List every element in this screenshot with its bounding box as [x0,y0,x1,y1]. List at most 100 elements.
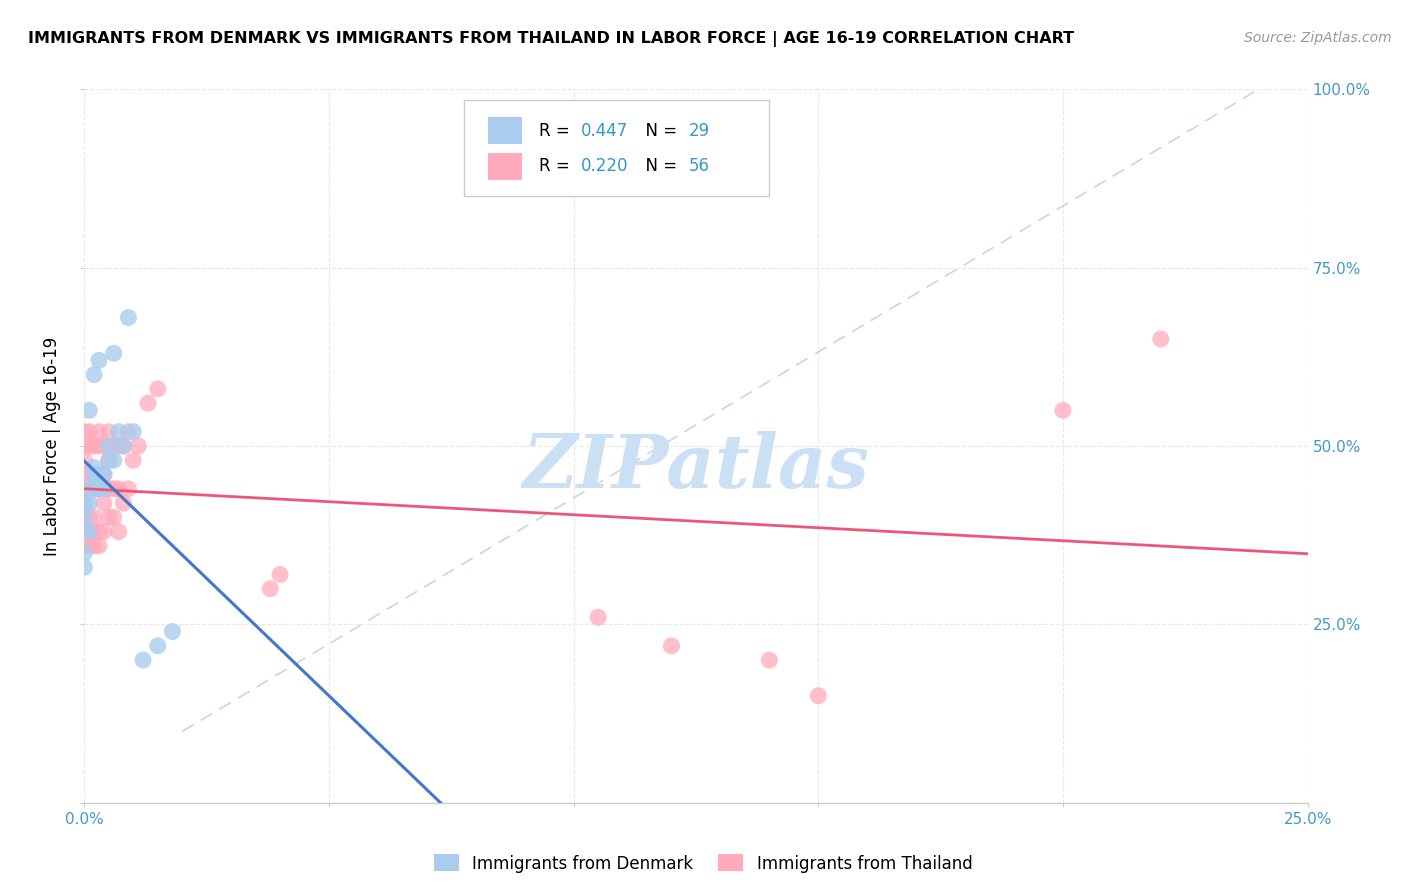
Point [83,439,105,453]
Bar [488,117,522,145]
Point [87,539,110,553]
Point [112,439,135,453]
Point [107,524,129,539]
Point [97,453,120,467]
Point [146,382,169,396]
Point [83,524,105,539]
Point [77,524,100,539]
Point [83,482,105,496]
Point [146,639,169,653]
Point [77,482,100,496]
Point [83,482,105,496]
Y-axis label: In Labor Force | Age 16-19: In Labor Force | Age 16-19 [44,336,62,556]
Text: Source: ZipAtlas.com: Source: ZipAtlas.com [1244,31,1392,45]
Point [112,496,135,510]
Point [87,482,110,496]
Point [73,496,96,510]
Point [132,653,155,667]
Point [73,560,96,574]
Text: 29: 29 [689,121,710,139]
Point [103,439,125,453]
Point [103,453,125,467]
Point [77,524,100,539]
Point [97,510,120,524]
Point [73,539,96,553]
Text: ZIPatlas: ZIPatlas [523,431,869,504]
Point [73,439,96,453]
Point [1052,403,1074,417]
Point [103,482,125,496]
Point [73,467,96,482]
Point [87,353,110,368]
FancyBboxPatch shape [464,100,769,196]
Point [259,582,281,596]
Point [107,439,129,453]
Text: 0.447: 0.447 [581,121,628,139]
Point [87,439,110,453]
Point [83,539,105,553]
Point [117,482,139,496]
Point [661,639,683,653]
Text: 56: 56 [689,157,710,175]
Point [77,439,100,453]
Point [83,460,105,475]
Point [136,396,159,410]
Point [93,524,115,539]
Point [122,453,145,467]
Point [73,482,96,496]
Point [77,510,100,524]
Point [73,524,96,539]
Point [93,496,115,510]
Point [77,467,100,482]
Point [77,539,100,553]
Point [107,482,129,496]
Text: R =: R = [540,157,575,175]
Point [87,482,110,496]
Legend: Immigrants from Denmark, Immigrants from Thailand: Immigrants from Denmark, Immigrants from… [427,847,979,880]
Point [83,467,105,482]
Point [162,624,184,639]
Point [269,567,291,582]
Bar [488,153,522,180]
Point [73,425,96,439]
Point [127,439,149,453]
Point [77,403,100,417]
Point [77,496,100,510]
Point [117,425,139,439]
Point [87,467,110,482]
Point [122,425,145,439]
Point [586,610,609,624]
Point [112,439,135,453]
Point [87,524,110,539]
Point [73,524,96,539]
Point [103,510,125,524]
Point [103,346,125,360]
Text: N =: N = [636,121,682,139]
Point [97,425,120,439]
Point [93,439,115,453]
Point [73,496,96,510]
Text: R =: R = [540,121,575,139]
Point [97,453,120,467]
Point [93,467,115,482]
Point [83,368,105,382]
Point [77,425,100,439]
Point [93,467,115,482]
Point [77,482,100,496]
Point [1150,332,1173,346]
Point [97,439,120,453]
Text: 0.220: 0.220 [581,157,628,175]
Point [83,510,105,524]
Point [73,453,96,467]
Point [807,689,830,703]
Point [97,482,120,496]
Text: N =: N = [636,157,682,175]
Point [87,425,110,439]
Point [73,510,96,524]
Point [107,425,129,439]
Point [758,653,780,667]
Point [73,546,96,560]
Point [93,482,115,496]
Text: IMMIGRANTS FROM DENMARK VS IMMIGRANTS FROM THAILAND IN LABOR FORCE | AGE 16-19 C: IMMIGRANTS FROM DENMARK VS IMMIGRANTS FR… [28,31,1074,47]
Point [73,510,96,524]
